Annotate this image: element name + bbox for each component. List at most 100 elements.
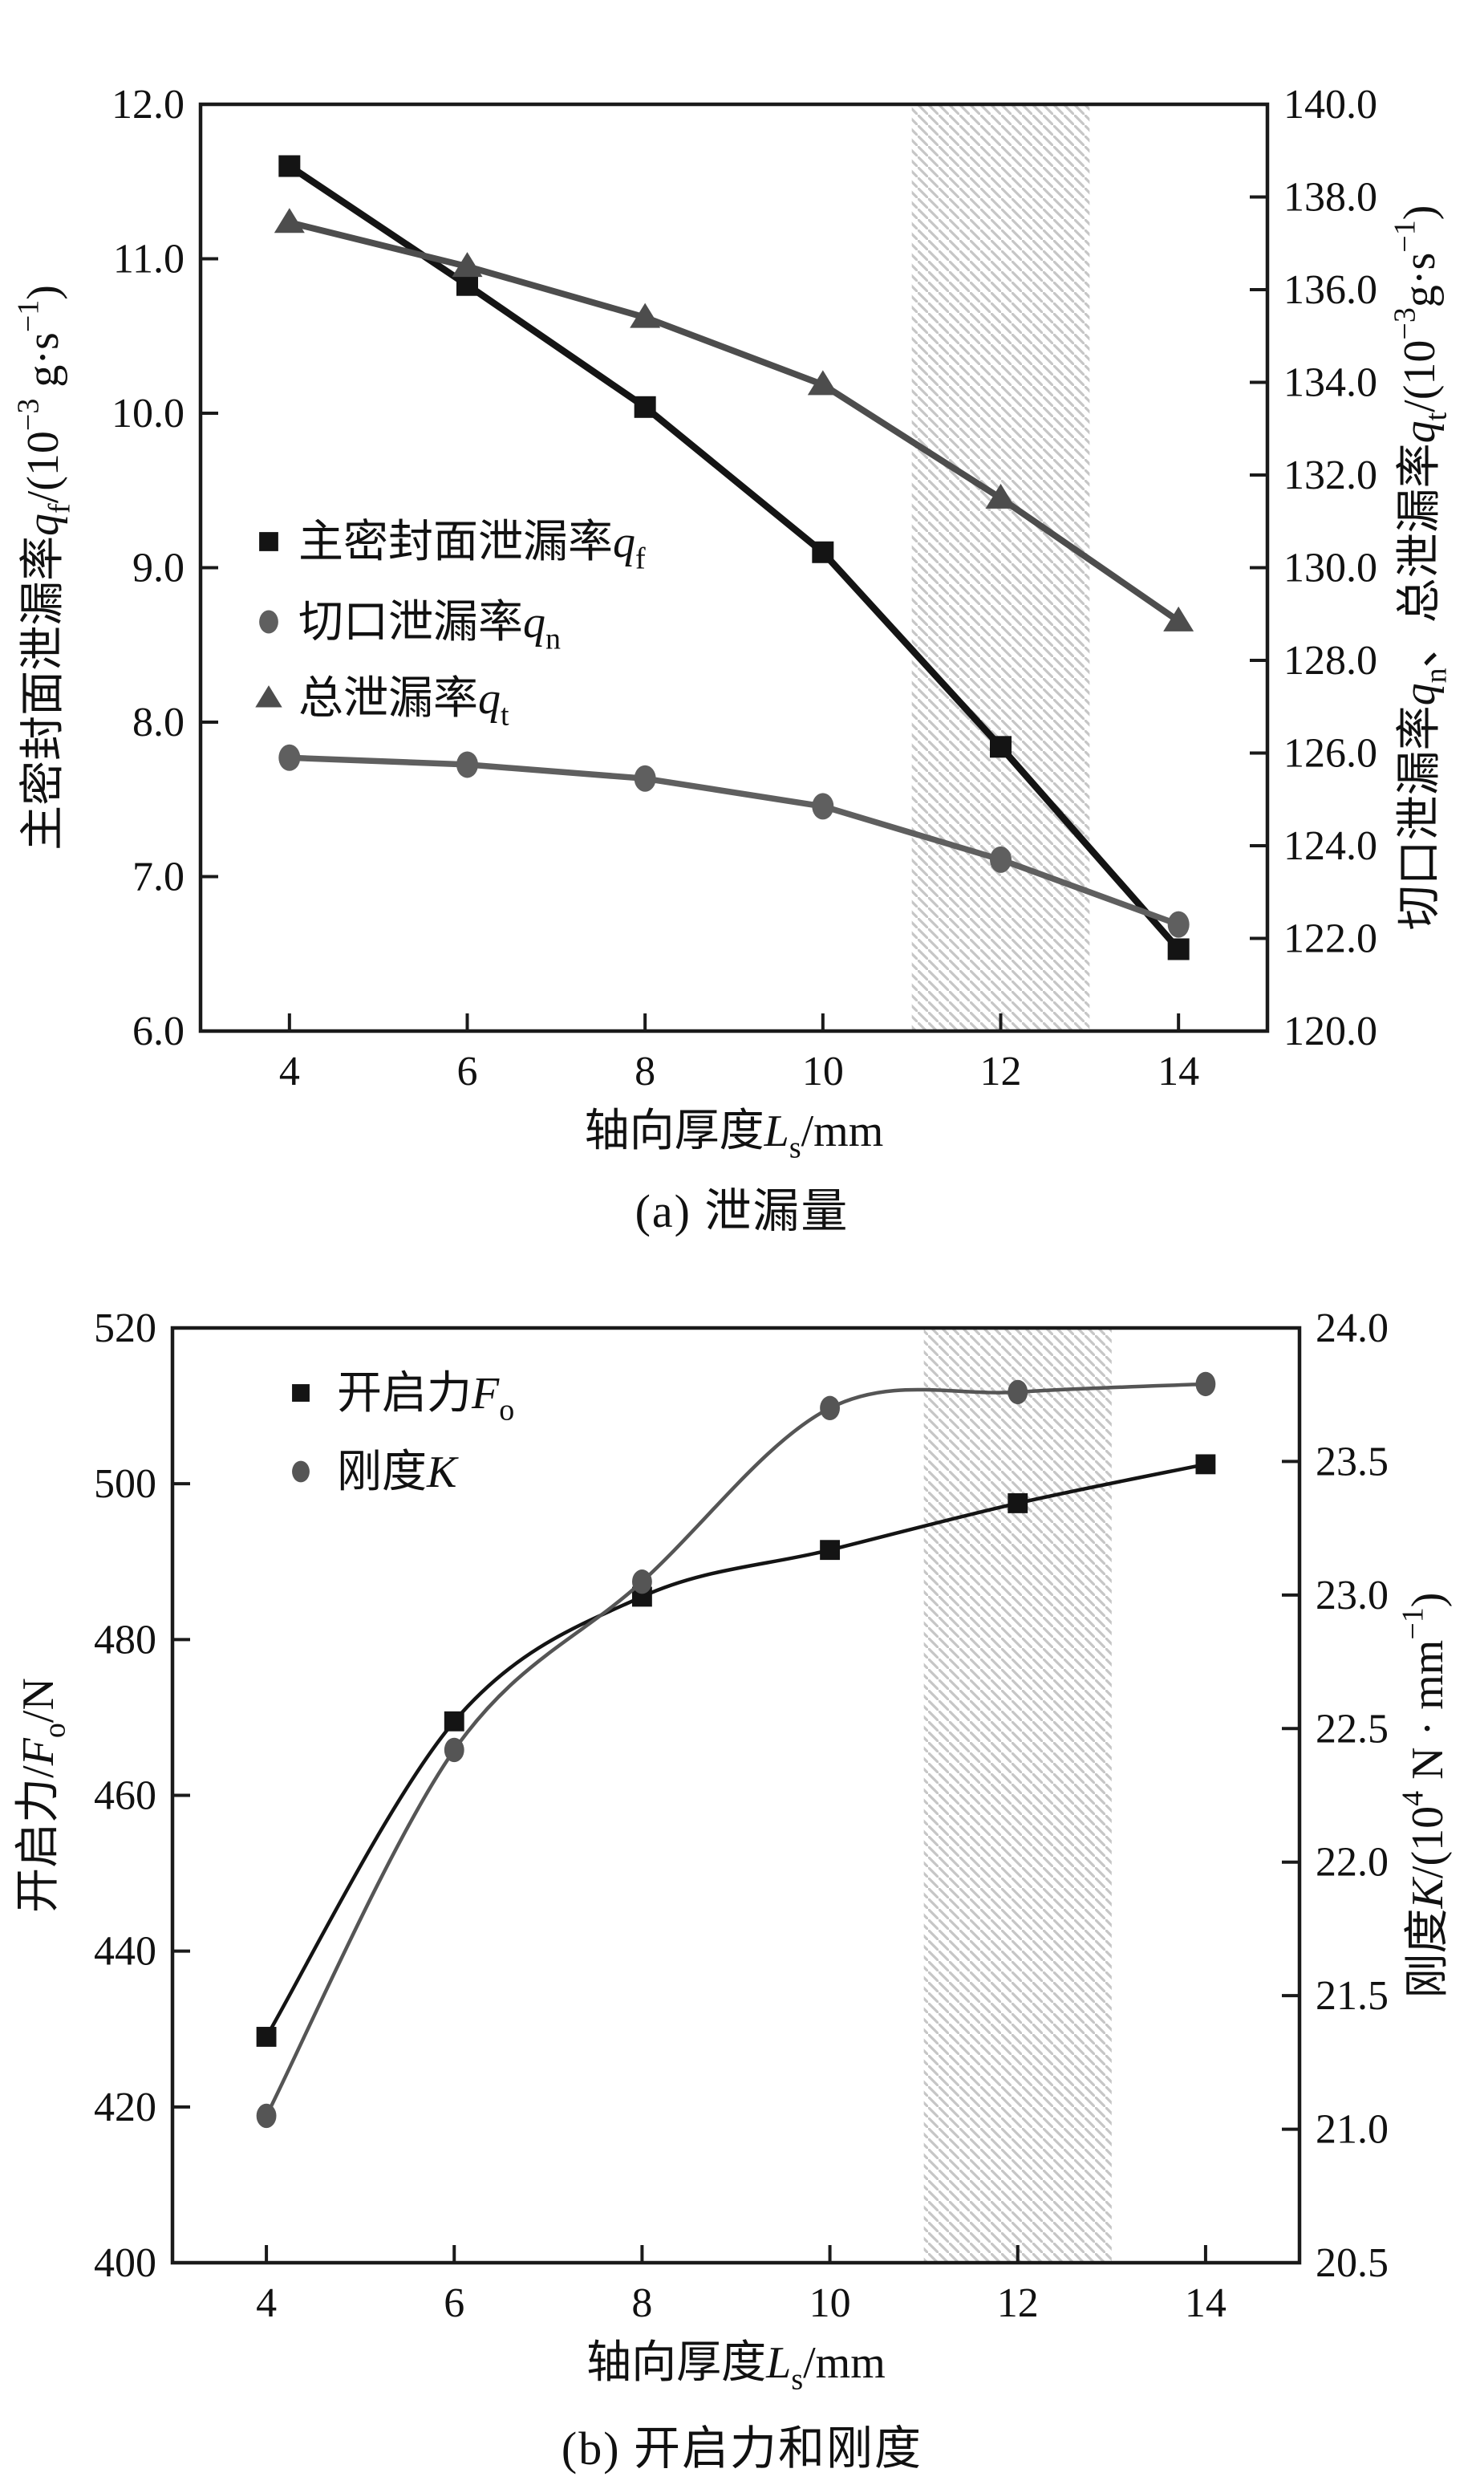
y-right-tick-label: 21.0 (1316, 2107, 1389, 2153)
x-tick-label: 14 (1185, 2280, 1227, 2326)
chart-a: 4 6 8 10 12 14 12.0 11.0 10.0 9.0 8.0 7.0 6.0 140.0 13… (0, 0, 1484, 1252)
axis-ticks: 4 6 8 10 12 14 12.0 11.0 10.0 9.0 8.0 7.0 6.0 140.0 13… (112, 82, 1377, 1094)
series-b-0-marker (820, 1540, 841, 1561)
series-a-0-marker (634, 396, 656, 418)
y-left-tick-label: 400 (94, 2240, 156, 2286)
y-left-tick-label: 12.0 (112, 82, 184, 128)
legend: 开启力Fo 刚度K (292, 1369, 514, 1497)
x-tick-label: 4 (256, 2280, 277, 2326)
x-tick-label: 8 (635, 1049, 655, 1094)
y-right-tick-label: 132.0 (1283, 453, 1377, 498)
chart-a-canvas: 4 6 8 10 12 14 12.0 11.0 10.0 9.0 8.0 7.0 6.0 140.0 13… (0, 0, 1484, 1162)
series-group (256, 1371, 1216, 2129)
y-right-tick-label: 120.0 (1283, 1009, 1377, 1054)
series-b-1-marker (1195, 1371, 1216, 1397)
x-tick-label: 12 (980, 1049, 1022, 1094)
series-a-1-marker (1167, 911, 1190, 938)
legend-marker (259, 610, 278, 634)
y-right-tick-label: 126.0 (1283, 731, 1377, 777)
series-a-1-marker (990, 846, 1012, 873)
chart-b-canvas: 4 6 8 10 12 14 520 500 480 460 440 420 400 24.0 23.5 23… (0, 1252, 1484, 2399)
y-left-tick-label: 480 (94, 1617, 156, 1663)
y-left-tick-label: 9.0 (132, 546, 184, 591)
series-a-2-marker (274, 208, 305, 233)
series-b-1-marker (820, 1395, 841, 1421)
y-right-tick-label: 22.5 (1316, 1706, 1389, 1752)
chart-a-caption-text: (a) 泄漏量 (635, 1185, 849, 1237)
series-a-0-line (287, 163, 1182, 952)
series-a-2-marker (1163, 606, 1194, 631)
y-right-tick-label: 130.0 (1283, 546, 1377, 591)
series-b-0-marker (1195, 1454, 1216, 1475)
series-a-0-marker (278, 155, 301, 177)
legend-marker (255, 685, 282, 708)
y-left-tick-label: 500 (94, 1461, 156, 1507)
legend-marker (292, 1384, 310, 1402)
series-a-2-marker (985, 483, 1016, 509)
y-right-tick-label: 20.5 (1316, 2240, 1389, 2286)
series-a-2-marker (630, 302, 661, 328)
axis-ticks: 4 6 8 10 12 14 520 500 480 460 440 420 400 24.0 23.5 23… (94, 1305, 1389, 2326)
x-tick-label: 4 (279, 1049, 300, 1094)
series-a-1-marker (278, 744, 301, 771)
y-right-tick-label: 24.0 (1316, 1305, 1389, 1351)
y-left-tick-label: 460 (94, 1773, 156, 1819)
x-axis-label: 轴向厚度Ls/mm (586, 2338, 886, 2397)
legend: 主密封面泄漏率qf 切口泄漏率qn 总泄漏率qt (255, 518, 646, 733)
y-right-tick-label: 122.0 (1283, 916, 1377, 962)
chart-a-caption: (a) 泄漏量 (0, 1162, 1484, 1252)
y-left-tick-label: 7.0 (132, 855, 184, 900)
legend-marker (292, 1460, 310, 1483)
y-left-tick-label: 6.0 (132, 1009, 184, 1054)
series-b-0-marker (444, 1711, 464, 1732)
x-tick-label: 10 (802, 1049, 844, 1094)
y-right-axis-label: 刚度K/(104 N · mm−1) (1396, 1593, 1453, 1999)
series-b-1-marker (1008, 1379, 1028, 1405)
series-a-0-marker (812, 541, 834, 563)
series-a-1-marker (812, 793, 834, 820)
series-b-1-marker (256, 2103, 277, 2129)
y-right-tick-label: 21.5 (1316, 1973, 1389, 2019)
legend-label: 刚度K (337, 1448, 459, 1497)
series-a-0-marker (1167, 938, 1190, 960)
shaded-band (911, 104, 1090, 1031)
shaded-band (923, 1328, 1112, 2263)
x-axis-label: 轴向厚度Ls/mm (585, 1106, 884, 1162)
y-left-tick-label: 440 (94, 1929, 156, 1975)
legend-label: 开启力Fo (337, 1369, 514, 1427)
y-right-tick-label: 22.0 (1316, 1840, 1389, 1886)
series-a-1-line (289, 754, 1180, 928)
y-right-axis-label: 切口泄漏率qn、总泄漏率qt/(10−3g·s−1) (1388, 205, 1453, 931)
legend-label: 总泄漏率qt (298, 674, 509, 733)
chart-b: 4 6 8 10 12 14 520 500 480 460 440 420 400 24.0 23.5 23… (0, 1252, 1484, 2489)
series-a-1-marker (456, 751, 478, 778)
series-group (274, 155, 1194, 960)
y-left-axis-label: 主密封面泄漏率qf/(10−3 g·s−1) (11, 285, 76, 851)
x-tick-label: 10 (809, 2280, 851, 2326)
series-a-0-marker (456, 274, 478, 296)
y-right-tick-label: 128.0 (1283, 638, 1377, 684)
series-b-1-marker (444, 1737, 464, 1763)
y-left-tick-label: 520 (94, 1305, 156, 1351)
y-left-axis-label: 开启力/Fo/N (14, 1678, 72, 1913)
x-tick-label: 8 (631, 2280, 652, 2326)
y-left-tick-label: 11.0 (113, 237, 184, 282)
y-right-tick-label: 23.0 (1316, 1573, 1389, 1618)
y-left-tick-label: 10.0 (112, 391, 184, 436)
series-b-1-marker (631, 1569, 652, 1594)
legend-label: 切口泄漏率qn (298, 598, 561, 656)
legend-label: 主密封面泄漏率qf (298, 518, 646, 576)
y-left-tick-label: 8.0 (132, 700, 184, 745)
y-right-tick-label: 124.0 (1283, 823, 1377, 869)
x-tick-label: 12 (997, 2280, 1039, 2326)
series-b-0-marker (256, 2027, 277, 2047)
y-right-tick-label: 140.0 (1283, 82, 1377, 128)
y-right-tick-label: 134.0 (1283, 360, 1377, 406)
chart-b-caption: (b) 开启力和刚度 (0, 2399, 1484, 2489)
y-right-tick-label: 136.0 (1283, 267, 1377, 313)
series-a-2-marker (452, 252, 483, 278)
y-left-tick-label: 420 (94, 2085, 156, 2130)
y-right-tick-label: 138.0 (1283, 175, 1377, 221)
series-b-0-marker (1008, 1493, 1028, 1513)
series-a-1-marker (634, 765, 656, 792)
